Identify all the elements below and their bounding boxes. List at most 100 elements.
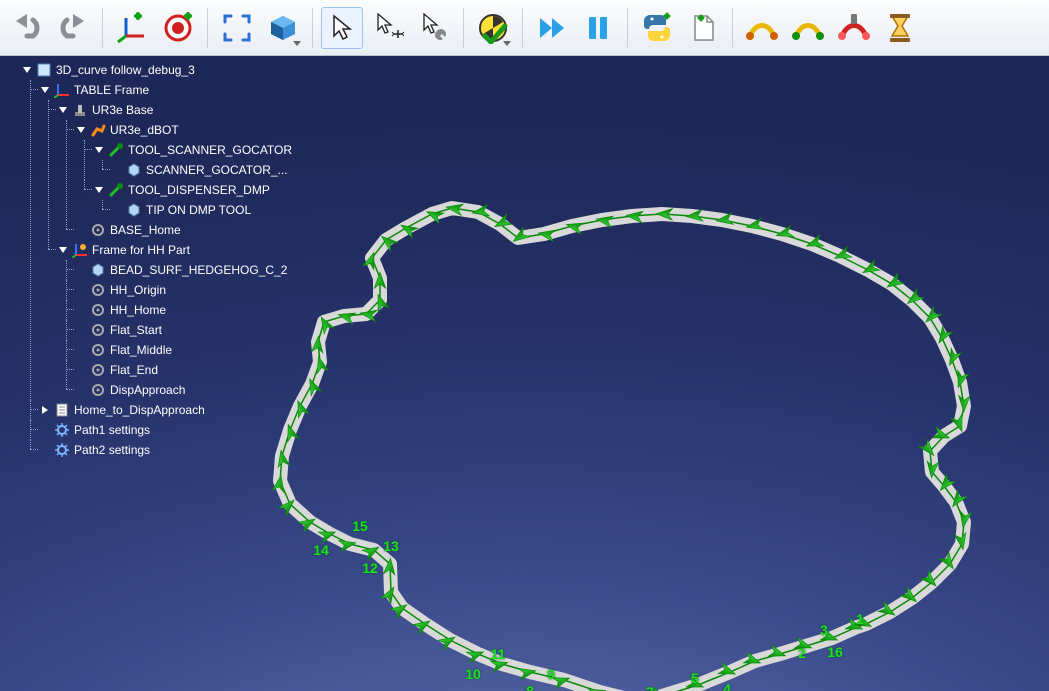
tool-icon <box>108 182 124 198</box>
tree-item-label: Flat_Middle <box>110 341 172 359</box>
target-icon <box>90 282 106 298</box>
expand-icon[interactable] <box>40 85 50 95</box>
tree-item-label: TOOL_SCANNER_GOCATOR <box>128 141 292 159</box>
fast-forward-button[interactable] <box>531 7 573 49</box>
toolbar-separator <box>463 8 464 48</box>
iso-view-button[interactable] <box>262 7 304 49</box>
tree-item-label: Frame for HH Part <box>92 241 190 259</box>
tree-item[interactable]: HH_Home <box>76 300 292 320</box>
tree-item[interactable]: HH_Origin <box>76 280 292 300</box>
path-green-button[interactable] <box>787 7 829 49</box>
target-icon <box>90 362 106 378</box>
toolbar-separator <box>207 8 208 48</box>
expand-icon[interactable] <box>76 125 86 135</box>
tree-item-label: TOOL_DISPENSER_DMP <box>128 181 270 199</box>
python-button[interactable] <box>636 7 678 49</box>
tree-item-label: UR3e_dBOT <box>110 121 179 139</box>
tree-spacer <box>112 165 122 175</box>
tree-item[interactable]: Home_to_DispApproach <box>40 400 292 420</box>
tree-item-label: Path1 settings <box>74 421 150 439</box>
path-yellow-button[interactable] <box>741 7 783 49</box>
main-toolbar <box>0 0 1049 56</box>
tree-item-label: DispApproach <box>110 381 185 399</box>
tree-item[interactable]: 3D_curve follow_debug_3 <box>22 60 292 80</box>
path-point-label: 2 <box>798 645 806 661</box>
tree-item[interactable]: DispApproach <box>76 380 292 400</box>
path-point-label: 5 <box>691 670 699 686</box>
path-point-label: 14 <box>313 542 329 558</box>
tree-spacer <box>76 385 86 395</box>
expand-icon[interactable] <box>58 245 68 255</box>
add-frame-button[interactable] <box>111 7 153 49</box>
tree-item[interactable]: TOOL_DISPENSER_DMP <box>94 180 292 200</box>
pause-button[interactable] <box>577 7 619 49</box>
tree-spacer <box>112 205 122 215</box>
frame-part-icon <box>72 242 88 258</box>
tree-item-label: TABLE Frame <box>74 81 149 99</box>
tree-item[interactable]: Flat_Middle <box>76 340 292 360</box>
tool-icon <box>108 142 124 158</box>
expand-icon[interactable] <box>94 145 104 155</box>
tree-item[interactable]: SCANNER_GOCATOR_... <box>112 160 292 180</box>
tree-item[interactable]: Flat_End <box>76 360 292 380</box>
undo-button[interactable] <box>6 7 48 49</box>
check-collisions-button[interactable] <box>472 7 514 49</box>
tree-item[interactable]: Frame for HH Part <box>58 240 292 260</box>
object-icon <box>126 202 142 218</box>
frame-icon <box>54 82 70 98</box>
toolbar-separator <box>732 8 733 48</box>
add-target-button[interactable] <box>157 7 199 49</box>
wrench-arrow-button[interactable] <box>413 7 455 49</box>
tree-item-label: HH_Home <box>110 301 166 319</box>
object-icon <box>90 262 106 278</box>
tree-item-label: Flat_Start <box>110 321 162 339</box>
expand-icon[interactable] <box>40 405 50 415</box>
redo-button[interactable] <box>52 7 94 49</box>
tree-item-label: BEAD_SURF_HEDGEHOG_C_2 <box>110 261 287 279</box>
move-arrow-button[interactable] <box>367 7 409 49</box>
hourglass-button[interactable] <box>879 7 921 49</box>
target-icon <box>90 342 106 358</box>
target-icon <box>90 302 106 318</box>
tree-item[interactable]: Path2 settings <box>40 440 292 460</box>
dropdown-caret-icon <box>293 41 301 46</box>
expand-icon[interactable] <box>22 65 32 75</box>
tree-item-label: Path2 settings <box>74 441 150 459</box>
path-point-label: 12 <box>362 560 378 576</box>
toolbar-separator <box>522 8 523 48</box>
path-point-label: 7 <box>646 684 654 691</box>
toolbar-separator <box>312 8 313 48</box>
tree-item[interactable]: TOOL_SCANNER_GOCATOR <box>94 140 292 160</box>
tree-item-label: Home_to_DispApproach <box>74 401 205 419</box>
tree-item[interactable]: BASE_Home <box>76 220 292 240</box>
select-arrow-button[interactable] <box>321 7 363 49</box>
fit-all-button[interactable] <box>216 7 258 49</box>
path-point-label: 4 <box>723 681 731 691</box>
toolbar-separator <box>102 8 103 48</box>
tree-spacer <box>76 365 86 375</box>
expand-icon[interactable] <box>58 105 68 115</box>
tree-item[interactable]: Flat_Start <box>76 320 292 340</box>
path-point-label: 15 <box>352 518 368 534</box>
tree-spacer <box>76 305 86 315</box>
tree-item[interactable]: TABLE Frame <box>40 80 292 100</box>
tree-spacer <box>76 325 86 335</box>
expand-icon[interactable] <box>94 185 104 195</box>
path-point-label: 1 <box>856 611 864 627</box>
tree-item[interactable]: BEAD_SURF_HEDGEHOG_C_2 <box>76 260 292 280</box>
tree-spacer <box>76 345 86 355</box>
target-icon <box>90 222 106 238</box>
settings-icon <box>54 442 70 458</box>
tree-item-label: BASE_Home <box>110 221 181 239</box>
station-icon <box>36 62 52 78</box>
tree-item[interactable]: UR3e_dBOT <box>76 120 292 140</box>
station-tree[interactable]: 3D_curve follow_debug_3 TABLE FrameUR3e B… <box>4 60 292 460</box>
new-program-button[interactable] <box>682 7 724 49</box>
spray-button[interactable] <box>833 7 875 49</box>
tree-item[interactable]: Path1 settings <box>40 420 292 440</box>
tree-item-label: 3D_curve follow_debug_3 <box>56 61 195 79</box>
target-icon <box>90 322 106 338</box>
tree-item[interactable]: TIP ON DMP TOOL <box>112 200 292 220</box>
tree-item[interactable]: UR3e Base <box>58 100 292 120</box>
tree-item-label: HH_Origin <box>110 281 166 299</box>
